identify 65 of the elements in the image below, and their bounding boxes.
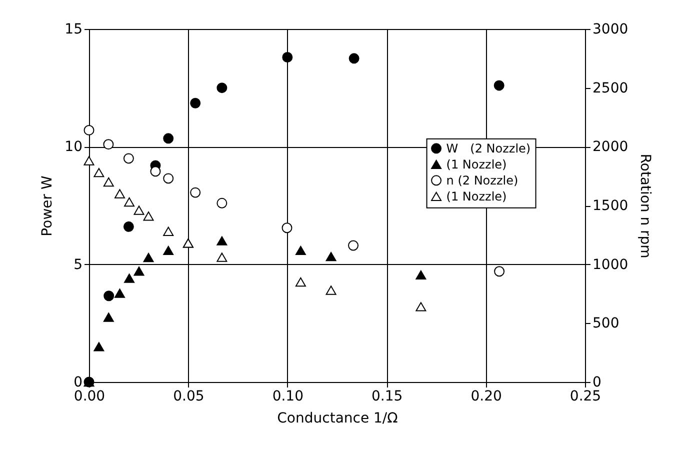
point bbox=[494, 80, 504, 91]
legend-label: (1 Nozzle) bbox=[446, 189, 507, 204]
point bbox=[416, 302, 426, 312]
point bbox=[282, 222, 292, 234]
legend-label: (1 Nozzle) bbox=[446, 157, 507, 172]
y2-tick-label: 0 bbox=[592, 374, 602, 390]
point bbox=[84, 156, 94, 166]
y2-tick-label: 1000 bbox=[592, 256, 628, 273]
point bbox=[103, 139, 114, 150]
legend-label: n (2 Nozzle) bbox=[446, 173, 518, 188]
point bbox=[114, 189, 125, 198]
x-tick-label: 0.20 bbox=[470, 388, 502, 404]
point bbox=[124, 274, 135, 283]
y2-tick-label: 2000 bbox=[592, 139, 628, 156]
point bbox=[84, 124, 94, 136]
point bbox=[163, 226, 174, 236]
point bbox=[348, 240, 359, 251]
point bbox=[216, 198, 228, 208]
point bbox=[282, 52, 293, 62]
point bbox=[134, 266, 144, 276]
point bbox=[416, 270, 426, 280]
point bbox=[94, 168, 104, 178]
point bbox=[123, 153, 134, 164]
point bbox=[163, 246, 174, 256]
y2-axis-title: Rotation n rpm bbox=[637, 154, 654, 258]
point bbox=[150, 166, 161, 177]
x-tick-label: 0.05 bbox=[173, 388, 204, 404]
point bbox=[326, 252, 336, 262]
x-tick-label: 0.25 bbox=[570, 388, 602, 404]
point bbox=[295, 277, 306, 287]
point bbox=[103, 312, 114, 322]
point bbox=[494, 266, 505, 277]
x-tick-label: 0.00 bbox=[74, 388, 106, 404]
y-tick-label: 15 bbox=[64, 22, 82, 38]
y-tick-label: 0 bbox=[74, 374, 82, 390]
point bbox=[326, 286, 336, 295]
y-tick-label: 10 bbox=[64, 139, 82, 156]
x-axis-title: Conductance 1/Ω bbox=[277, 410, 398, 426]
y2-tick-label: 500 bbox=[592, 316, 620, 332]
y-tick-label: 5 bbox=[74, 256, 82, 273]
x-tick-label: 0.15 bbox=[372, 388, 403, 404]
point bbox=[216, 236, 228, 246]
y2-tick-label: 2500 bbox=[592, 80, 628, 96]
point bbox=[103, 177, 114, 187]
y2-tick-label: 1500 bbox=[592, 198, 628, 214]
point bbox=[163, 173, 174, 184]
point bbox=[143, 252, 154, 262]
y-axis-title: Power W bbox=[40, 176, 56, 236]
point bbox=[216, 252, 228, 262]
point bbox=[134, 206, 144, 215]
point bbox=[190, 187, 201, 198]
point bbox=[123, 221, 134, 232]
point bbox=[94, 342, 104, 352]
x-tick-label: 0.10 bbox=[272, 388, 304, 404]
point bbox=[143, 211, 154, 221]
point bbox=[348, 53, 360, 64]
legend-label: W (2 Nozzle) bbox=[446, 141, 531, 156]
point bbox=[114, 288, 125, 298]
point bbox=[190, 98, 201, 108]
point bbox=[104, 290, 114, 302]
y2-tick-label: 3000 bbox=[592, 22, 628, 38]
point bbox=[124, 197, 135, 207]
point bbox=[295, 246, 306, 256]
point bbox=[216, 82, 228, 94]
point bbox=[163, 133, 174, 144]
